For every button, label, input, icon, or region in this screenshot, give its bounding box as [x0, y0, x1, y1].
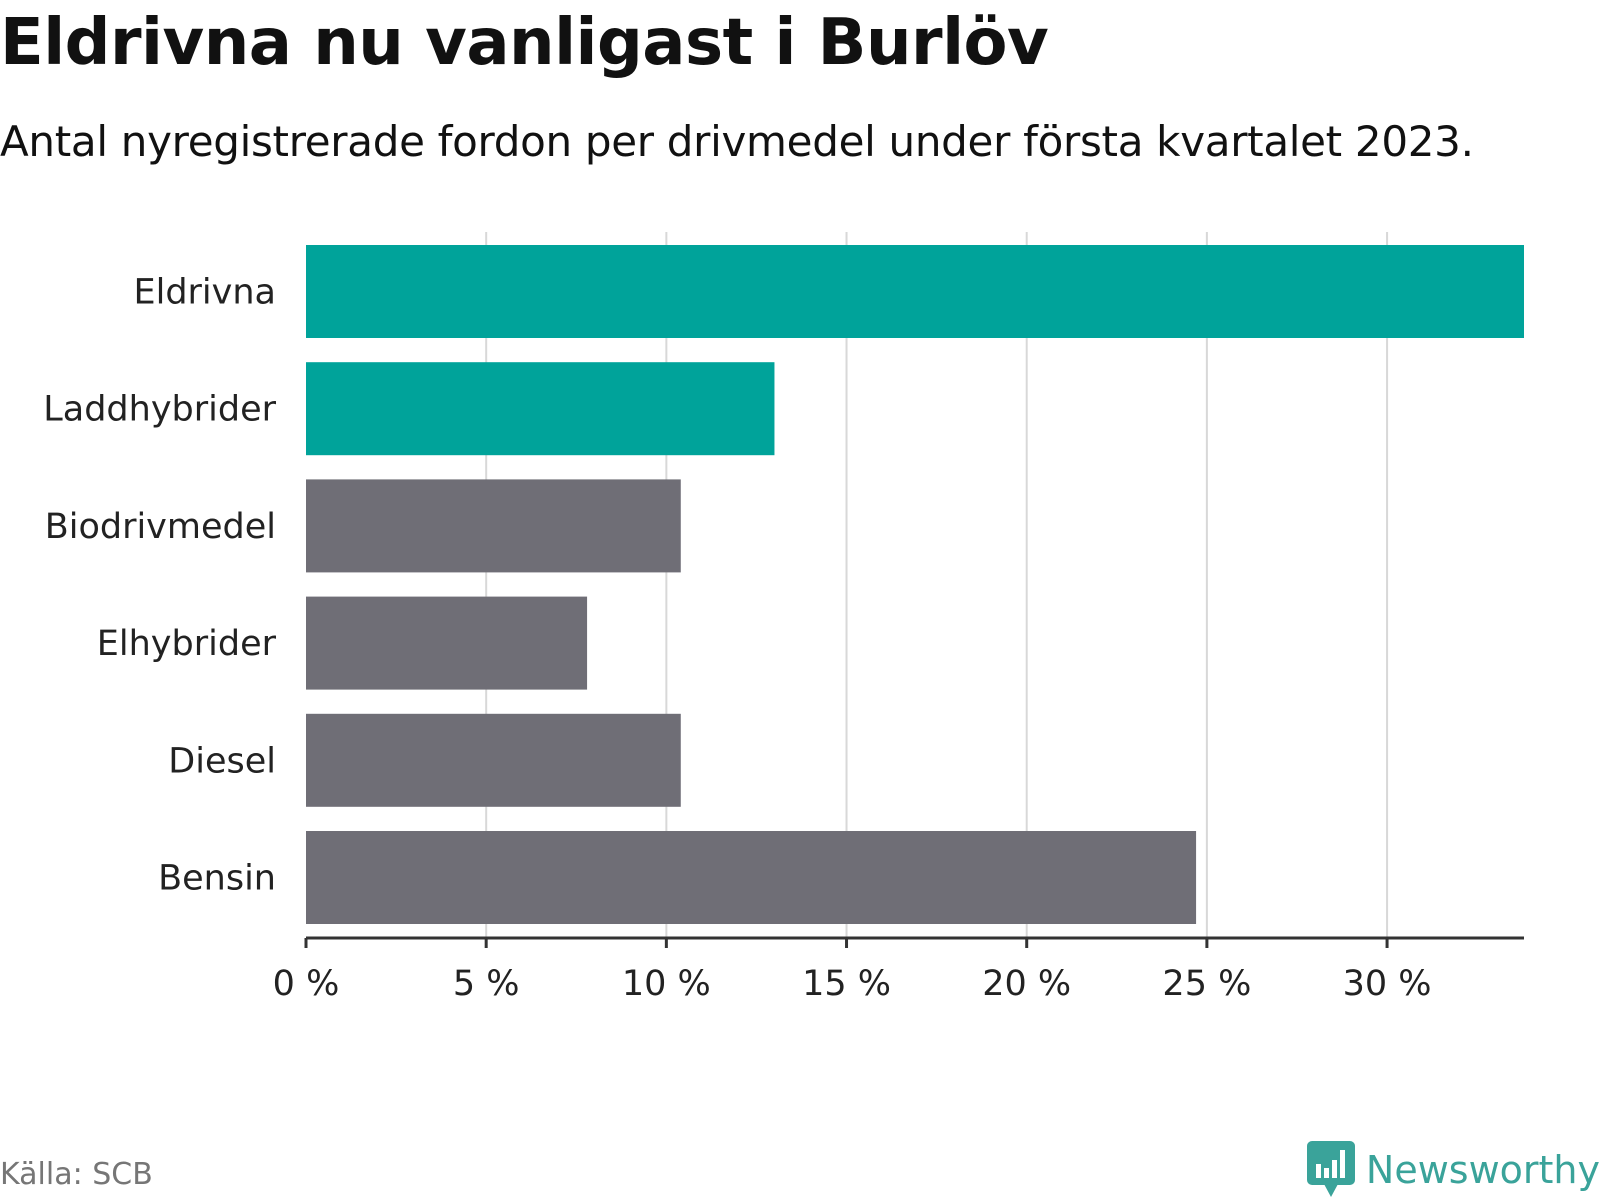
source-note: Källa: SCB [0, 1157, 153, 1192]
category-label: Bensin [158, 859, 276, 899]
bar [306, 245, 1524, 338]
bar [306, 362, 775, 456]
category-label: Eldrivna [133, 273, 276, 313]
x-tick-label: 20 % [982, 964, 1071, 1004]
x-tick-label: 30 % [1343, 964, 1432, 1004]
category-label: Elhybrider [97, 624, 277, 664]
bar [306, 713, 681, 807]
x-tick-label: 10 % [622, 964, 711, 1004]
category-label: Diesel [168, 741, 276, 781]
bar [306, 831, 1197, 924]
newsworthy-logo-icon [1306, 1141, 1355, 1197]
chart-title: Eldrivna nu vanligast i Burlöv [0, 6, 1049, 80]
x-tick-label: 5 % [453, 964, 520, 1004]
x-tick-label: 25 % [1162, 964, 1251, 1004]
category-label: Biodrivmedel [45, 507, 276, 547]
x-tick-label: 15 % [802, 964, 891, 1004]
category-label: Laddhybrider [43, 390, 276, 430]
bar [306, 479, 681, 573]
chart-subtitle: Antal nyregistrerade fordon per drivmede… [0, 117, 1474, 166]
brand-logo: Newsworthy [1306, 1140, 1600, 1200]
bar [306, 596, 588, 690]
x-tick-label: 0 % [273, 964, 340, 1004]
brand-name: Newsworthy [1365, 1148, 1600, 1192]
